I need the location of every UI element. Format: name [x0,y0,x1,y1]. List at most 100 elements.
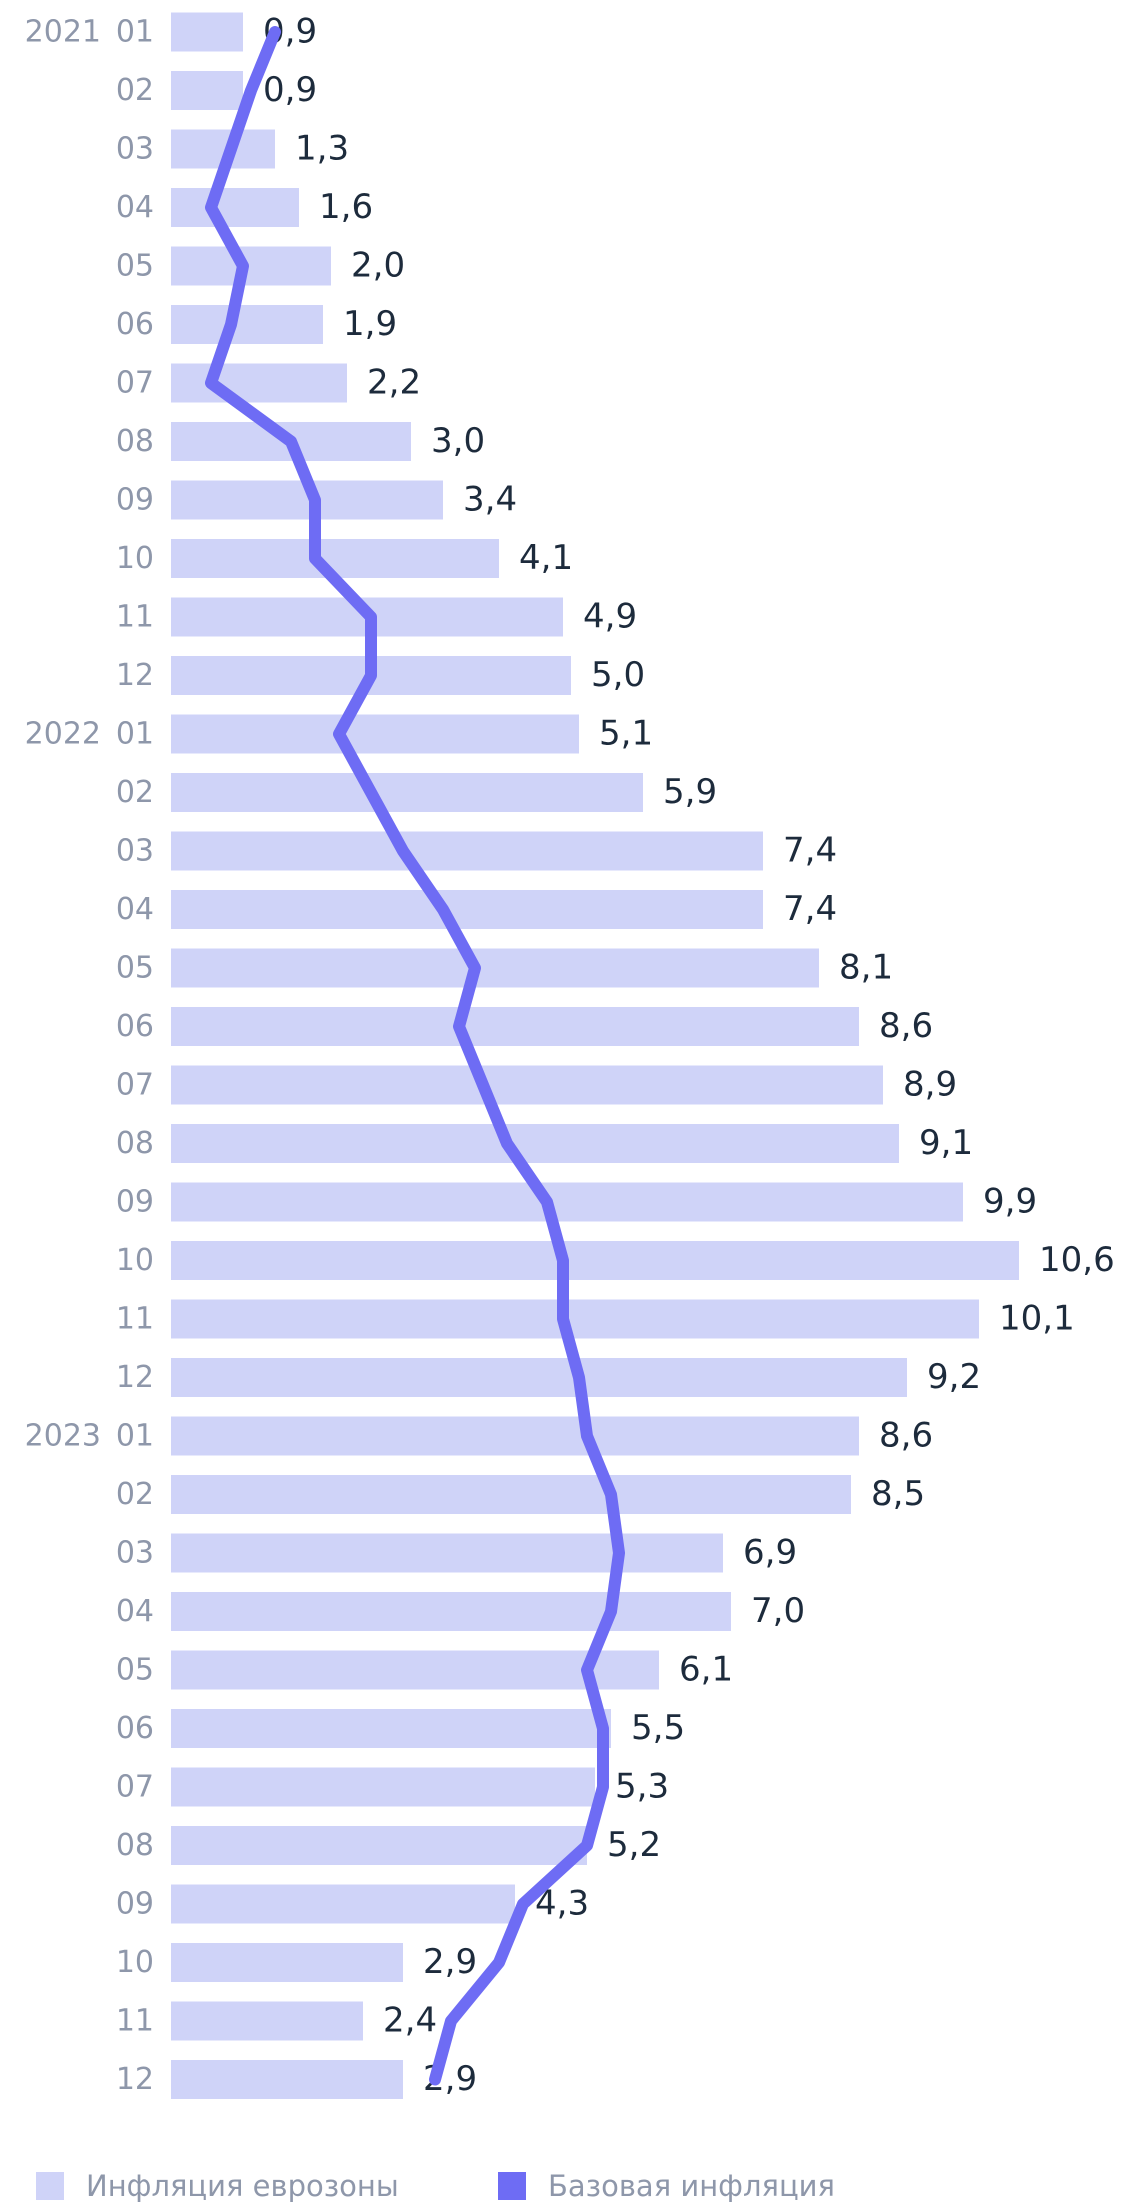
value-label: 9,1 [919,1123,973,1163]
year-label: 2022 [25,717,101,752]
value-label: 9,9 [983,1182,1037,1222]
value-label: 7,0 [751,1591,805,1631]
month-label: 11 [116,1302,154,1337]
month-label: 06 [116,307,154,342]
month-label: 10 [116,1945,154,1980]
month-label: 08 [116,1126,154,1161]
month-label: 10 [116,1243,154,1278]
month-label: 06 [116,1009,154,1044]
month-label: 09 [116,1887,154,1922]
month-label: 01 [116,717,154,752]
month-label: 08 [116,1828,154,1863]
month-label: 02 [116,775,154,810]
month-label: 04 [116,1594,154,1629]
bar [171,2001,363,2041]
month-label: 03 [116,132,154,167]
month-label: 12 [116,1360,154,1395]
bar [171,714,579,754]
value-label: 8,6 [879,1416,933,1456]
value-label: 2,9 [423,1942,477,1982]
month-label: 04 [116,190,154,225]
value-label: 9,2 [927,1357,981,1397]
bar [171,1299,979,1339]
line [205,26,625,2086]
bar [171,1709,611,1748]
value-label: 5,2 [607,1825,661,1865]
value-label: 8,1 [839,948,893,988]
bar [171,12,243,52]
year-label: 2021 [25,15,101,50]
bar [171,1124,899,1163]
month-label: 01 [116,15,154,50]
value-label: 5,1 [599,714,653,754]
value-label: 5,0 [591,655,645,695]
bar [171,1884,515,1924]
value-label: 10,6 [1039,1240,1115,1280]
month-label: 02 [116,73,154,108]
month-label: 12 [116,2062,154,2097]
bar [171,890,763,929]
bar [171,1065,883,1105]
value-label: 3,0 [431,421,485,461]
value-label: 5,3 [615,1767,669,1807]
bar [171,246,331,286]
value-label: 1,9 [343,304,397,344]
value-label: 3,4 [463,480,517,520]
bar [171,188,299,227]
value-label: 1,3 [295,129,349,169]
legend-label: Базовая инфляция [548,2169,835,2203]
bar [171,1943,403,1982]
legend-swatch [498,2172,526,2200]
value-label: 8,5 [871,1474,925,1514]
bar [171,1358,907,1397]
month-label: 09 [116,483,154,518]
month-label: 10 [116,541,154,576]
value-label: 1,6 [319,187,373,227]
bar [171,831,763,871]
bar [171,948,819,988]
month-label: 11 [116,2004,154,2039]
value-label: 8,9 [903,1065,957,1105]
month-label: 02 [116,1477,154,1512]
month-label: 03 [116,1536,154,1571]
bar [171,1416,859,1456]
value-label: 10,1 [999,1299,1075,1339]
month-label: 05 [116,249,154,284]
bar [171,1475,851,1514]
bar [171,71,243,110]
value-label: 5,9 [663,772,717,812]
month-label: 12 [116,658,154,693]
value-label: 4,9 [583,597,637,637]
bar [171,1007,859,1046]
month-label: 05 [116,1653,154,1688]
value-label: 0,9 [263,70,317,110]
month-label: 07 [116,1068,154,1103]
month-label: 04 [116,892,154,927]
value-label: 5,5 [631,1708,685,1748]
month-label: 05 [116,951,154,986]
value-label: 4,1 [519,538,573,578]
value-label: 7,4 [783,831,837,871]
bar [171,1767,595,1807]
bar [171,1241,1019,1280]
value-label: 2,0 [351,246,405,286]
value-label: 6,9 [743,1533,797,1573]
month-label: 09 [116,1185,154,1220]
month-label: 07 [116,366,154,401]
bar [171,1650,659,1690]
month-label: 07 [116,1770,154,1805]
bar [171,1533,723,1573]
value-label: 6,1 [679,1650,733,1690]
bar [171,1182,963,1222]
value-label: 7,4 [783,889,837,929]
bar [171,2060,403,2099]
legend-label: Инфляция еврозоны [86,2169,399,2203]
value-label: 2,2 [367,363,421,403]
bar [171,773,643,812]
year-label: 2023 [25,1419,101,1454]
month-label: 06 [116,1711,154,1746]
month-label: 08 [116,424,154,459]
bar [171,1826,587,1865]
value-label: 2,4 [383,2001,437,2041]
